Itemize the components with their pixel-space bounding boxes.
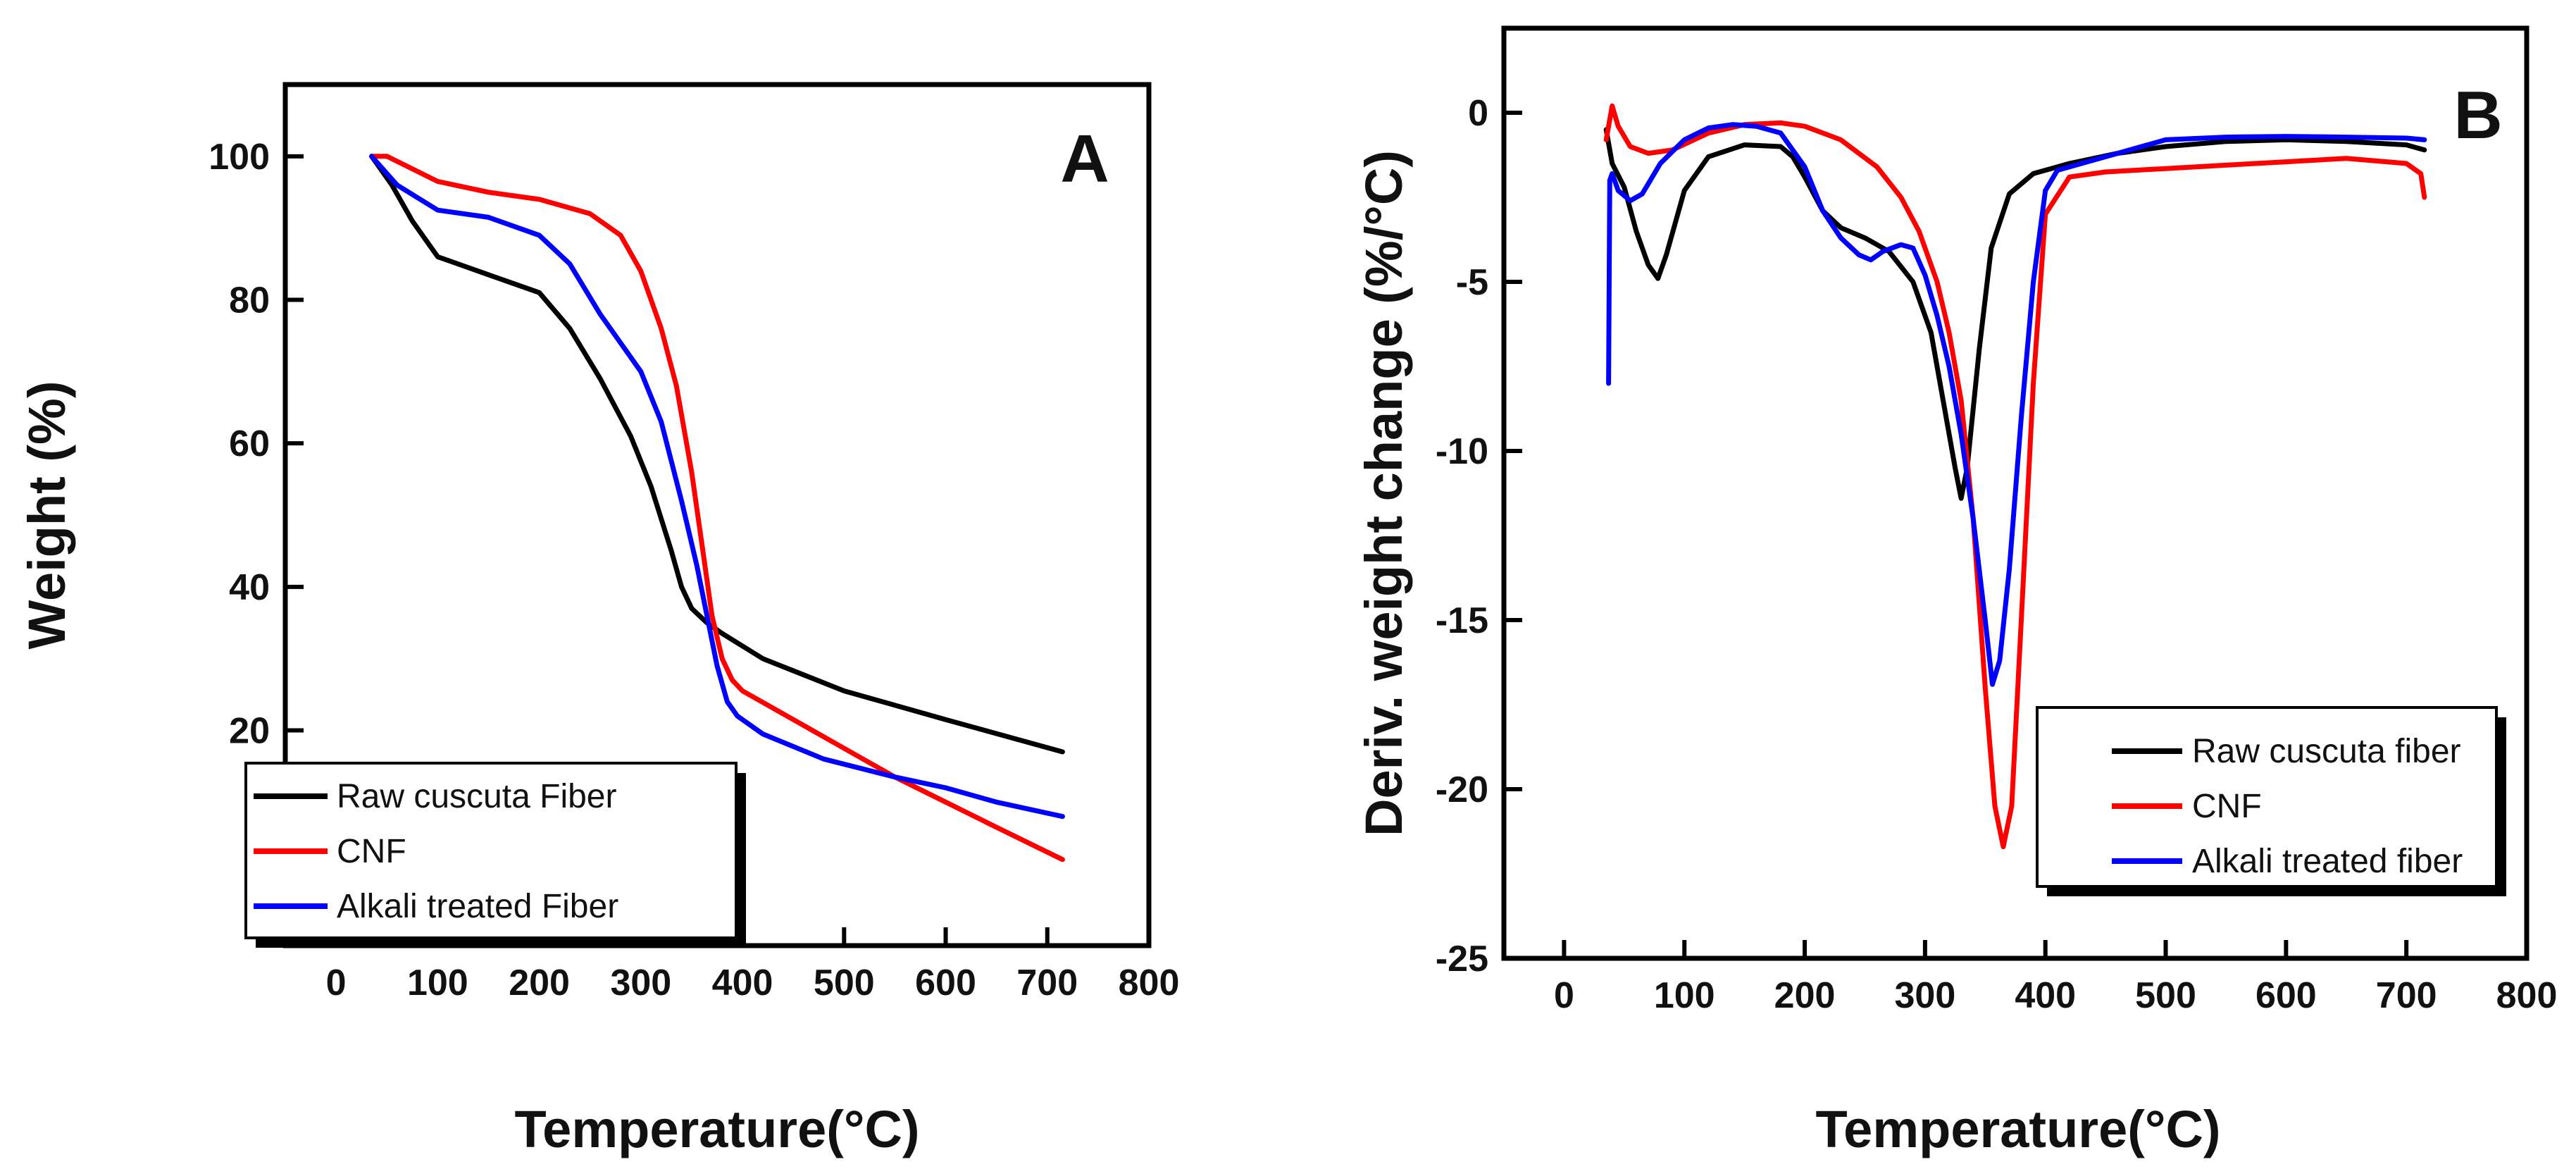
panel-a-x-tick-label: 400 (712, 963, 773, 1003)
panel-a-series-lines (369, 154, 1065, 862)
panel-b-x-tick-label: 100 (1654, 975, 1715, 1016)
panel-b-legend-box (2036, 706, 2498, 888)
panel-b-series-line-alkali (1606, 122, 2427, 687)
panel-a-x-tick-label: 0 (326, 963, 347, 1003)
panel-a-y-tick-label: 80 (229, 280, 270, 321)
panel-a-x-axis-title: Temperature(°C) (514, 1100, 919, 1158)
panel-a-y-tick-label: 20 (229, 711, 270, 752)
panel-b-label: B (2453, 78, 2502, 153)
panel-a-tga-chart: 0 20 40 60 80 100 0 100 200 300 400 500 600 700 800 A… (18, 82, 1180, 1158)
panel-a-series-line-cnf (369, 154, 1065, 862)
panel-b-x-tick-label: 400 (2015, 975, 2076, 1016)
panel-b-y-tick-label: 0 (1468, 93, 1488, 134)
panel-b-y-tick-label: -15 (1436, 600, 1488, 641)
panel-b-x-tick-label: 800 (2496, 975, 2558, 1016)
panel-b-legend-label-cnf: CNF (2192, 788, 2262, 825)
panel-a-series-line-alkali (369, 154, 1065, 819)
panel-a-x-ticks: 0 100 200 300 400 500 600 700 800 (326, 927, 1180, 1003)
panel-a-series-line-raw (369, 154, 1065, 755)
panel-a-legend-label-cnf: CNF (337, 833, 406, 870)
panel-b-legend-label-alkali: Alkali treated fiber (2192, 843, 2463, 880)
panel-b-x-tick-label: 0 (1554, 975, 1574, 1016)
panel-a-y-axis-title: Weight (%) (18, 381, 76, 650)
panel-b-y-tick-label: -20 (1436, 769, 1488, 810)
panel-a-x-tick-label: 700 (1016, 963, 1078, 1003)
panel-a-x-tick-label: 200 (509, 963, 570, 1003)
panel-b-y-tick-label: -10 (1436, 431, 1488, 472)
panel-a-y-ticks: 020406080100 (209, 137, 304, 895)
panel-a-x-tick-label: 800 (1119, 963, 1180, 1003)
panel-a-x-tick-label: 500 (814, 963, 875, 1003)
panel-a-y-tick-label: 40 (229, 567, 270, 608)
panel-b-dtg-chart: 0 -5 -10 -15 -20 -25 0 100 200 300 400 500 600 700 80… (1355, 25, 2557, 1158)
panel-b-x-tick-label: 500 (2135, 975, 2196, 1016)
panel-b-legend: Raw cuscuta fiber CNF Alkali treated fib… (2036, 706, 2506, 896)
panel-a-label: A (1060, 121, 1109, 197)
panel-b-x-tick-label: 700 (2376, 975, 2437, 1016)
panel-b-y-tick-label: -25 (1436, 939, 1488, 979)
panel-a-y-tick-label: 100 (209, 137, 270, 178)
panel-b-x-ticks: 0 100 200 300 400 500 600 700 800 (1554, 940, 2557, 1016)
panel-b-series-lines (1603, 103, 2427, 850)
panel-a-legend-label-raw: Raw cuscuta Fiber (337, 778, 616, 815)
panel-a-x-tick-label: 100 (407, 963, 468, 1003)
panel-a-y-tick-label: 60 (229, 423, 270, 464)
panel-a-x-tick-label: 600 (915, 963, 976, 1003)
panel-a-legend-label-alkali: Alkali treated Fiber (337, 888, 618, 925)
panel-b-y-axis-title: Deriv. weight change (%/°C) (1355, 150, 1413, 836)
panel-b-legend-label-raw: Raw cuscuta fiber (2192, 733, 2461, 770)
panel-b-x-axis-title: Temperature(°C) (1815, 1100, 2220, 1158)
panel-b-x-tick-label: 200 (1774, 975, 1836, 1016)
panel-a-x-tick-label: 300 (610, 963, 671, 1003)
panel-b-y-ticks: 0 -5 -10 -15 -20 -25 (1436, 93, 1522, 979)
panel-b-y-tick-label: -5 (1456, 262, 1488, 303)
panel-a-legend: Raw cuscuta Fiber CNF Alkali treated Fib… (244, 762, 746, 948)
panel-b-x-tick-label: 600 (2255, 975, 2317, 1016)
panel-b-x-tick-label: 300 (1894, 975, 1955, 1016)
panel-b-plot-frame (1501, 25, 2530, 961)
